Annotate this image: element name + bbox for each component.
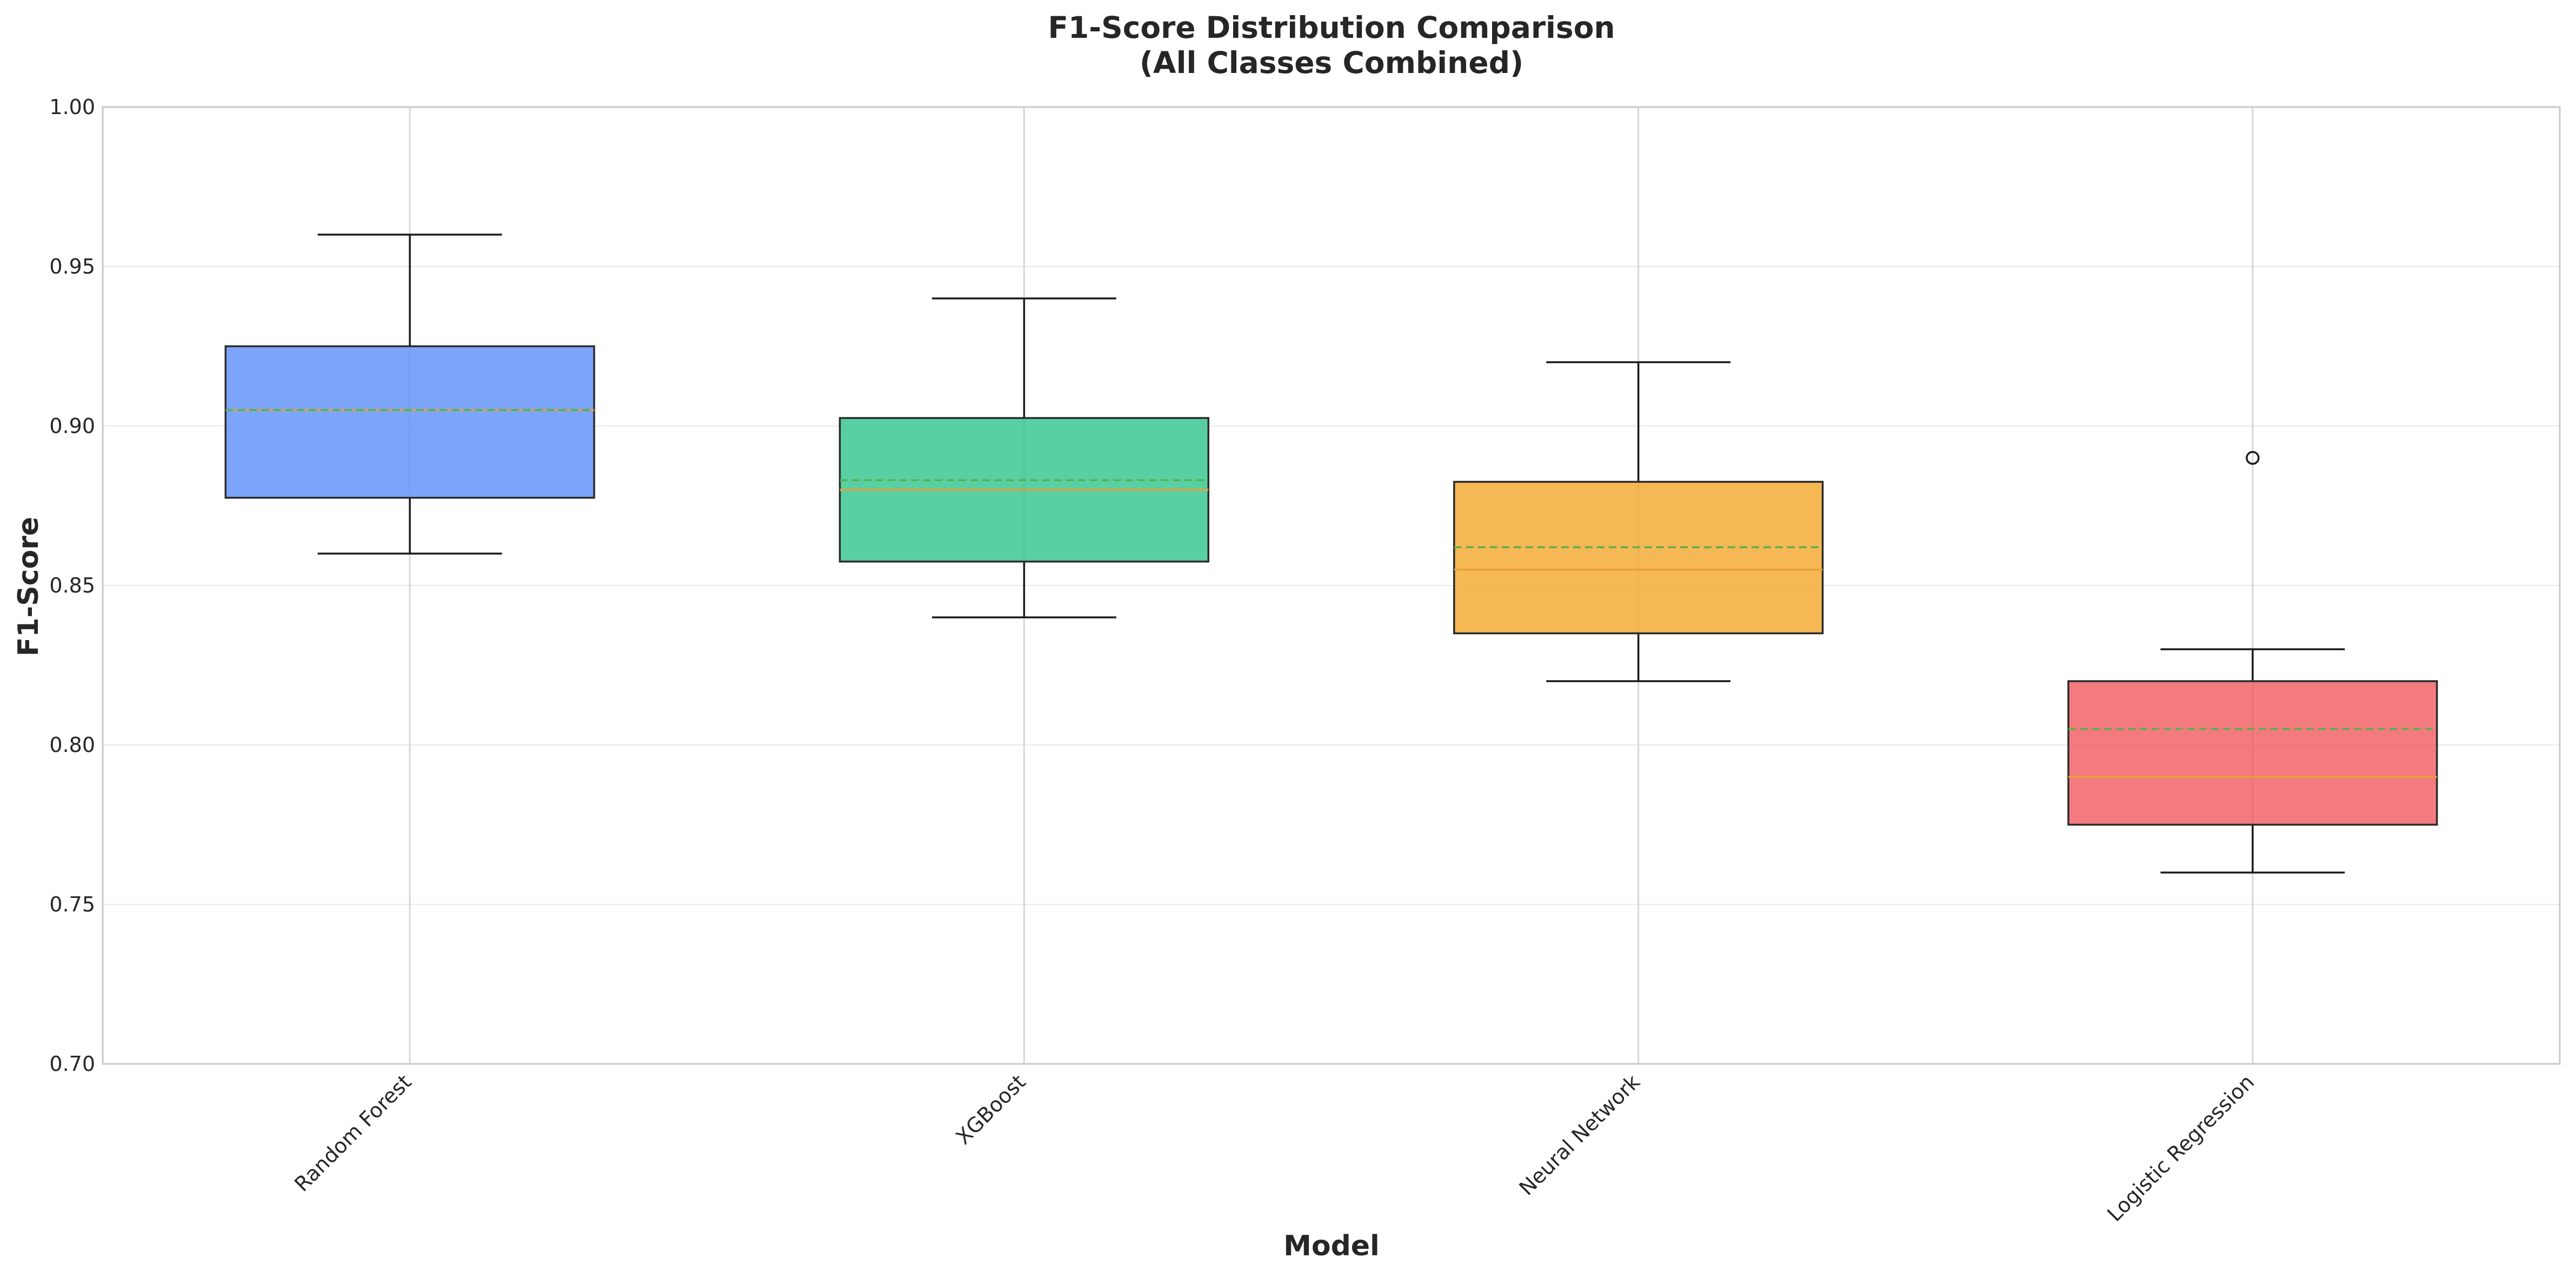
y-tick-label: 0.75: [49, 893, 95, 916]
iqr-box: [2067, 680, 2438, 826]
box-xgboost: [838, 297, 1209, 618]
iqr-box: [1453, 481, 1824, 635]
y-tick-label: 0.95: [49, 255, 95, 278]
y-tick-label: 0.90: [49, 414, 95, 438]
y-tick-label: 0.80: [49, 733, 95, 757]
y-tick-label: 0.70: [49, 1052, 95, 1076]
box-logistic-regression: [2067, 451, 2438, 874]
iqr-box: [224, 345, 595, 499]
box-layer: [224, 234, 2438, 874]
chart-title-line-1: F1-Score Distribution Comparison: [1048, 10, 1615, 45]
chart-title-line-2: (All Classes Combined): [1140, 45, 1523, 80]
plot-frame: [102, 106, 2561, 1065]
box-neural-network: [1453, 361, 1824, 682]
y-tick-label: 1.00: [49, 95, 95, 119]
outlier-point: [2246, 451, 2260, 465]
y-tick-label: 0.85: [49, 574, 95, 597]
x-axis-label: Model: [1283, 1230, 1380, 1262]
box-random-forest: [224, 234, 595, 555]
y-axis-label: F1-Score: [12, 517, 45, 656]
